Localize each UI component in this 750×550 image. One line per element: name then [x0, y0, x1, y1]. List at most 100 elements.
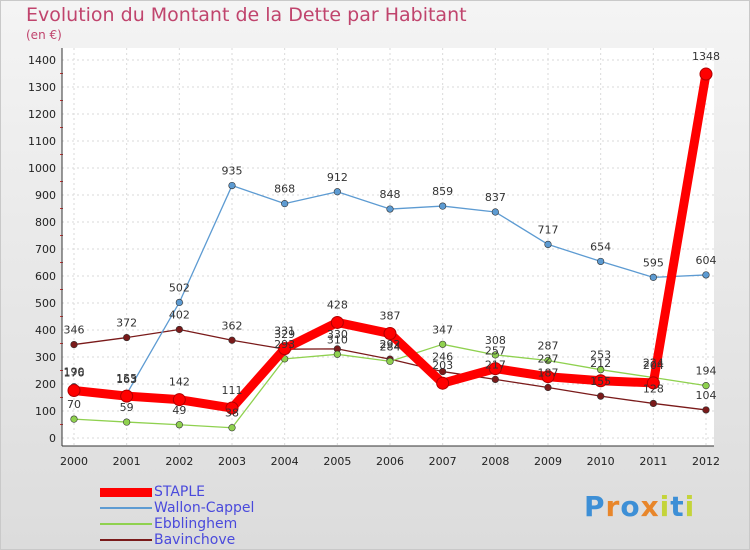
- data-label: 387: [380, 310, 401, 323]
- x-tick-label: 2009: [534, 455, 562, 468]
- data-label: 1348: [692, 50, 720, 63]
- data-point: [491, 351, 499, 359]
- data-label: 868: [274, 183, 295, 196]
- data-point: [386, 357, 394, 365]
- x-tick-label: 2007: [429, 455, 457, 468]
- data-label: 104: [696, 389, 717, 402]
- data-label: 308: [485, 334, 506, 347]
- data-point: [225, 401, 239, 415]
- data-label: 859: [432, 185, 453, 198]
- x-tick-label: 2002: [165, 455, 193, 468]
- y-tick-label: 100: [35, 405, 56, 418]
- data-label: 227: [538, 353, 559, 366]
- data-label: 142: [169, 376, 190, 389]
- legend-swatch: [100, 487, 152, 497]
- data-label: 253: [590, 349, 611, 362]
- logo-letter: P: [584, 490, 606, 523]
- data-label: 293: [274, 338, 295, 351]
- y-tick-label: 1100: [28, 135, 56, 148]
- chart-unit: (en €): [26, 28, 62, 42]
- logo-letter: r: [605, 490, 621, 523]
- legend-item-staple: STAPLE: [100, 484, 205, 500]
- data-point: [70, 415, 78, 423]
- data-label: 362: [222, 319, 243, 332]
- legend-label: Bavinchove: [154, 532, 236, 548]
- data-point: [333, 350, 341, 358]
- data-point: [702, 271, 710, 279]
- y-tick-label: 800: [35, 216, 56, 229]
- data-label: 292: [380, 338, 401, 351]
- data-point: [278, 342, 292, 356]
- data-point: [175, 325, 183, 334]
- data-point: [541, 370, 555, 384]
- data-point: [702, 382, 710, 390]
- data-point: [488, 362, 502, 376]
- data-label: 38: [225, 407, 239, 420]
- data-point: [386, 205, 394, 213]
- data-label: 59: [120, 401, 134, 414]
- y-tick-label: 200: [35, 378, 56, 391]
- data-label: 428: [327, 298, 348, 311]
- legend-item-wallon-cappel: Wallon-Cappel: [100, 500, 254, 516]
- data-point: [491, 375, 499, 384]
- y-tick-label: 700: [35, 243, 56, 256]
- data-label: 331: [274, 325, 295, 338]
- data-point: [594, 374, 608, 388]
- data-label: 155: [116, 372, 137, 385]
- legend-label: STAPLE: [154, 484, 206, 500]
- x-tick-label: 2010: [587, 455, 615, 468]
- data-point: [597, 366, 605, 374]
- data-point: [597, 392, 605, 400]
- data-point: [699, 67, 713, 81]
- data-label: 287: [538, 340, 559, 353]
- legend-item-ebblinghem: Ebblinghem: [100, 516, 237, 532]
- legend-item-bavinchove: Bavinchove: [100, 532, 235, 548]
- data-point: [439, 202, 447, 210]
- data-point: [649, 399, 657, 408]
- data-label: 912: [327, 171, 348, 184]
- y-tick-label: 1000: [28, 162, 56, 175]
- x-tick-label: 2003: [218, 455, 246, 468]
- data-point: [120, 389, 134, 403]
- y-tick-label: 1200: [28, 108, 56, 121]
- chart-title: Evolution du Montant de la Dette par Hab…: [26, 4, 467, 26]
- data-label: 329: [274, 328, 295, 341]
- data-label: 346: [64, 324, 85, 337]
- proxiti-logo: Proxiti: [584, 490, 695, 523]
- y-tick-label: 500: [35, 297, 56, 310]
- legend-label: Wallon-Cappel: [154, 500, 255, 516]
- data-point: [228, 424, 236, 432]
- data-point: [175, 421, 183, 429]
- data-label: 111: [222, 384, 243, 397]
- data-label: 402: [169, 308, 190, 321]
- data-label: 246: [432, 351, 453, 364]
- data-point: [123, 418, 131, 426]
- data-point: [544, 240, 552, 249]
- logo-letter: i: [659, 490, 671, 523]
- data-point: [439, 340, 447, 348]
- data-point: [597, 257, 605, 266]
- data-label: 155: [590, 375, 611, 388]
- data-point: [383, 327, 397, 341]
- x-tick-label: 2004: [271, 455, 299, 468]
- data-point: [67, 383, 81, 397]
- data-label: 848: [380, 188, 401, 201]
- data-point: [123, 333, 131, 342]
- x-tick-label: 2001: [113, 455, 141, 468]
- data-point: [436, 376, 450, 390]
- logo-letter: t: [670, 490, 685, 523]
- data-label: 717: [538, 223, 559, 236]
- x-tick-label: 2012: [692, 455, 720, 468]
- data-point: [544, 383, 552, 392]
- legend-swatch: [100, 523, 152, 525]
- plot-area: [62, 48, 714, 446]
- logo-letter: i: [684, 490, 696, 523]
- logo-letter: x: [640, 490, 660, 523]
- y-tick-label: 600: [35, 270, 56, 283]
- x-tick-label: 2008: [481, 455, 509, 468]
- x-tick-label: 2000: [60, 455, 88, 468]
- data-label: 128: [643, 382, 664, 395]
- data-label: 604: [696, 254, 717, 267]
- y-tick-label: 1300: [28, 81, 56, 94]
